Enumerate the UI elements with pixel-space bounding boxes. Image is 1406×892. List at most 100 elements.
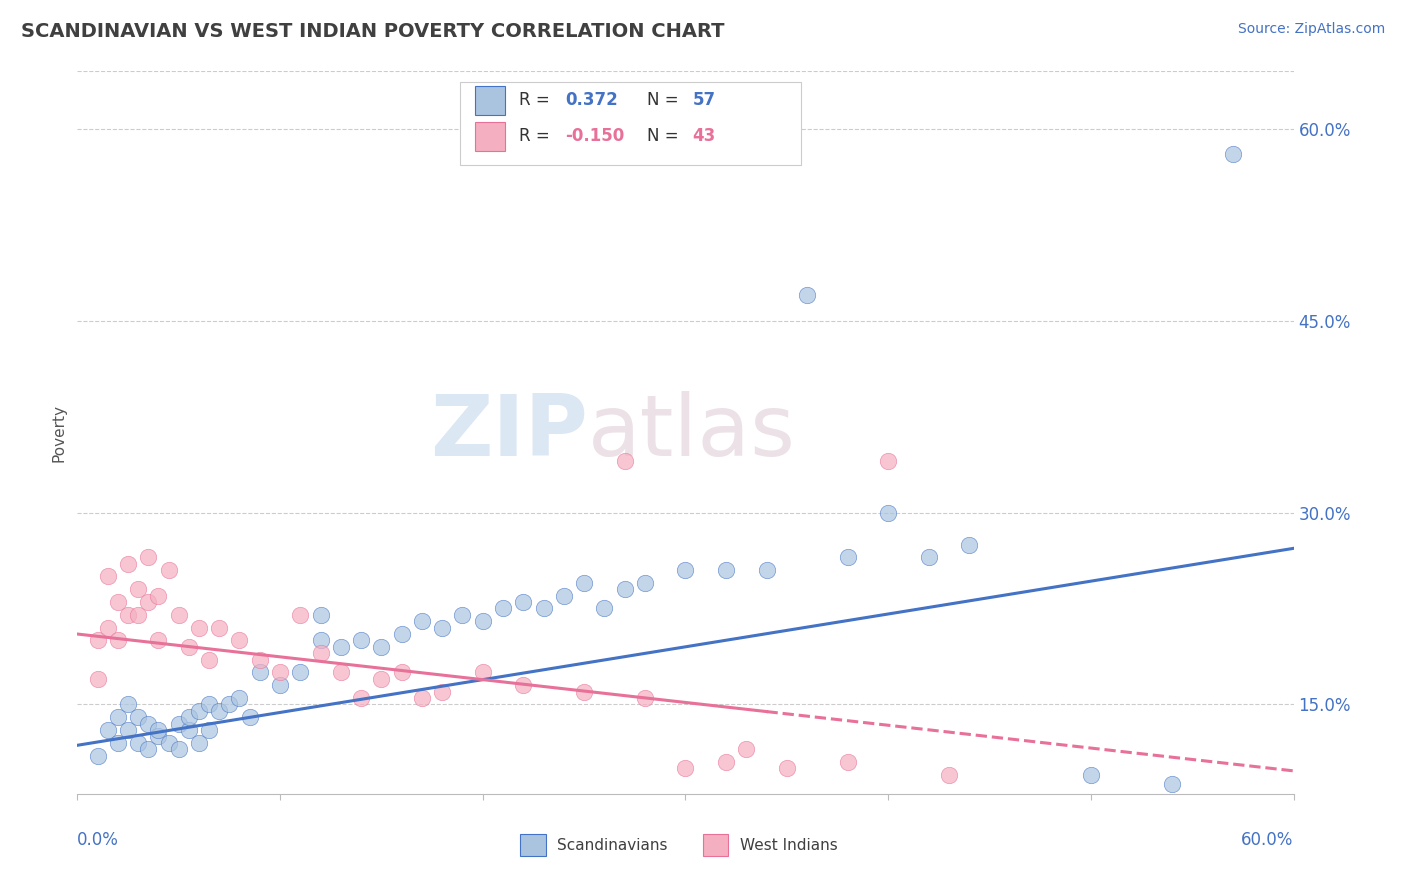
Point bbox=[391, 665, 413, 680]
Point bbox=[430, 684, 453, 698]
Point bbox=[837, 550, 859, 565]
Point bbox=[136, 550, 159, 565]
Text: SCANDINAVIAN VS WEST INDIAN POVERTY CORRELATION CHART: SCANDINAVIAN VS WEST INDIAN POVERTY CORR… bbox=[21, 22, 724, 41]
Text: 0.0%: 0.0% bbox=[77, 831, 120, 849]
Text: R =: R = bbox=[519, 128, 555, 145]
Point bbox=[735, 742, 758, 756]
Point bbox=[157, 563, 180, 577]
Point bbox=[512, 595, 534, 609]
Point bbox=[918, 550, 941, 565]
Point bbox=[714, 563, 737, 577]
Point bbox=[86, 748, 108, 763]
Point bbox=[411, 690, 433, 705]
Point bbox=[309, 646, 332, 660]
Point bbox=[269, 665, 291, 680]
Point bbox=[938, 767, 960, 781]
Point bbox=[675, 563, 697, 577]
Point bbox=[634, 575, 657, 590]
Text: atlas: atlas bbox=[588, 391, 796, 475]
Point bbox=[218, 698, 240, 712]
Text: -0.150: -0.150 bbox=[565, 128, 624, 145]
Point bbox=[198, 723, 221, 737]
Point bbox=[157, 736, 180, 750]
Point bbox=[430, 621, 453, 635]
Point bbox=[127, 607, 149, 622]
Point bbox=[198, 652, 221, 666]
Text: Source: ZipAtlas.com: Source: ZipAtlas.com bbox=[1237, 22, 1385, 37]
Point bbox=[533, 601, 555, 615]
Point bbox=[471, 614, 494, 628]
Point bbox=[837, 755, 859, 769]
Point bbox=[675, 761, 697, 775]
Y-axis label: Poverty: Poverty bbox=[51, 403, 66, 462]
Point bbox=[877, 454, 900, 468]
Point bbox=[350, 690, 373, 705]
Point bbox=[714, 755, 737, 769]
Point bbox=[290, 665, 312, 680]
Point bbox=[188, 704, 211, 718]
Point bbox=[249, 665, 271, 680]
Point bbox=[107, 595, 129, 609]
Point bbox=[177, 723, 200, 737]
Text: R =: R = bbox=[519, 91, 555, 109]
FancyBboxPatch shape bbox=[475, 122, 505, 151]
Point bbox=[877, 506, 900, 520]
Point bbox=[188, 621, 211, 635]
Point bbox=[136, 742, 159, 756]
Point bbox=[1161, 777, 1184, 791]
Point bbox=[107, 710, 129, 724]
Point bbox=[776, 761, 799, 775]
Text: N =: N = bbox=[647, 128, 683, 145]
Point bbox=[208, 621, 231, 635]
Point bbox=[593, 601, 616, 615]
Text: ZIP: ZIP bbox=[430, 391, 588, 475]
Point bbox=[97, 621, 120, 635]
Point bbox=[512, 678, 534, 692]
Text: West Indians: West Indians bbox=[740, 838, 838, 853]
Point bbox=[309, 633, 332, 648]
Point bbox=[471, 665, 494, 680]
Point bbox=[198, 698, 221, 712]
Point bbox=[228, 690, 250, 705]
Point bbox=[957, 537, 980, 551]
Point bbox=[167, 607, 190, 622]
Point bbox=[86, 633, 108, 648]
Point bbox=[249, 652, 271, 666]
Point bbox=[148, 589, 170, 603]
Point bbox=[613, 582, 636, 597]
Point bbox=[188, 736, 211, 750]
Point bbox=[411, 614, 433, 628]
Point bbox=[796, 288, 818, 302]
Point bbox=[208, 704, 231, 718]
Point bbox=[370, 672, 392, 686]
Point bbox=[1080, 767, 1102, 781]
Point bbox=[329, 640, 352, 654]
Point bbox=[290, 607, 312, 622]
FancyBboxPatch shape bbox=[460, 82, 801, 165]
FancyBboxPatch shape bbox=[475, 86, 505, 115]
Point bbox=[107, 736, 129, 750]
Text: 57: 57 bbox=[693, 91, 716, 109]
Point bbox=[613, 454, 636, 468]
Point bbox=[329, 665, 352, 680]
Point bbox=[269, 678, 291, 692]
Point bbox=[167, 742, 190, 756]
Point bbox=[97, 569, 120, 583]
Text: 43: 43 bbox=[693, 128, 716, 145]
Point bbox=[136, 595, 159, 609]
Point bbox=[117, 557, 139, 571]
Point bbox=[127, 710, 149, 724]
Point bbox=[117, 723, 139, 737]
Text: N =: N = bbox=[647, 91, 683, 109]
Point bbox=[1222, 147, 1244, 161]
Point bbox=[553, 589, 575, 603]
Point bbox=[350, 633, 373, 648]
Point bbox=[755, 563, 778, 577]
Point bbox=[391, 627, 413, 641]
Point bbox=[148, 633, 170, 648]
Point bbox=[451, 607, 474, 622]
Point bbox=[127, 736, 149, 750]
Text: Scandinavians: Scandinavians bbox=[557, 838, 668, 853]
Text: 60.0%: 60.0% bbox=[1241, 831, 1294, 849]
Point bbox=[117, 698, 139, 712]
